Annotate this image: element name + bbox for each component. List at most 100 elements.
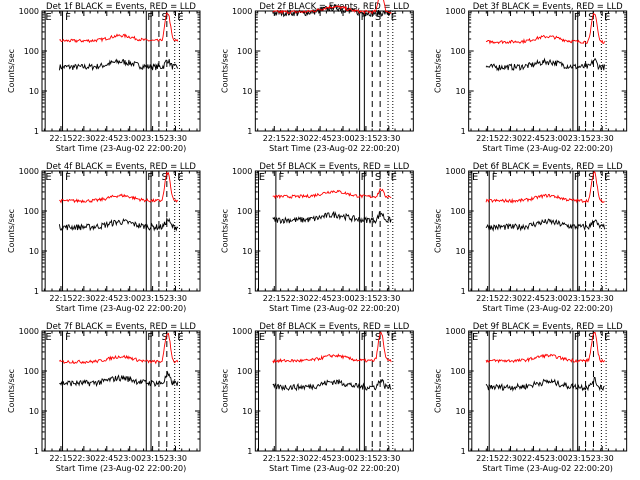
- x-tick-label: 23:15: [354, 294, 377, 303]
- x-tick-label: 23:15: [568, 294, 591, 303]
- event-marker-label: F: [574, 172, 580, 183]
- y-axis-label: Counts/sec: [7, 209, 16, 253]
- x-tick-label: 23:15: [141, 454, 164, 463]
- event-marker-label: E: [259, 332, 265, 343]
- lld-series-line: [59, 332, 179, 365]
- detector-panel-2: Det 2f BLACK = Events, RED = LLD11010010…: [220, 0, 414, 153]
- event-marker-label: S: [162, 172, 168, 183]
- y-tick-label: 100: [450, 207, 465, 216]
- y-tick-label: 10: [455, 87, 465, 96]
- x-tick-label: 23:00: [118, 134, 141, 143]
- panel-title: Det 5f BLACK = Events, RED = LLD: [259, 162, 409, 172]
- lld-series-line: [272, 0, 392, 15]
- y-axis-label: Counts/sec: [220, 209, 229, 253]
- plot-frame: [254, 330, 414, 452]
- detector-panel-9: Det 9f BLACK = Events, RED = LLD 1 10 100 10…: [434, 322, 628, 473]
- y-tick-label: 1000: [232, 7, 252, 16]
- y-tick-label: 100: [24, 47, 39, 56]
- y-tick-label: 100: [237, 207, 252, 216]
- x-axis-label: Start Time (23-Aug-02 22:00:20): [56, 304, 187, 313]
- y-tick-label: 1: [247, 127, 252, 136]
- x-tick-label: 23:30: [164, 454, 187, 463]
- y-tick-label: 1000: [445, 167, 465, 176]
- plot-frame: [41, 330, 201, 452]
- panel-title: Det 1f BLACK = Events, RED = LLD: [46, 2, 196, 12]
- x-tick-label: 22:45: [95, 134, 118, 143]
- lld-series-line: [485, 12, 605, 45]
- event-marker-label: S: [162, 332, 168, 343]
- x-tick-label: 22:45: [309, 454, 332, 463]
- x-tick-label: 22:30: [286, 134, 309, 143]
- event-marker-label: S: [375, 172, 381, 183]
- event-marker-label: F: [278, 172, 284, 183]
- y-axis-label: Counts/sec: [434, 369, 443, 413]
- plot-frame: [254, 10, 414, 132]
- event-marker-label: F: [492, 172, 498, 183]
- x-tick-label: 22:15: [49, 454, 72, 463]
- y-tick-label: 10: [455, 407, 465, 416]
- event-marker-label: E: [391, 172, 397, 183]
- y-tick-label: 1: [247, 447, 252, 456]
- x-tick-label: 22:15: [476, 134, 499, 143]
- x-tick-label: 22:15: [263, 294, 286, 303]
- detector-panel-1: Det 1f BLACK = Events, RED = LLD 1 10 100 10…: [7, 2, 201, 153]
- y-tick-label: 1000: [232, 327, 252, 336]
- event-marker-label: S: [588, 332, 594, 343]
- y-tick-label: 10: [29, 87, 39, 96]
- y-tick-label: 10: [242, 407, 252, 416]
- events-series-line: [485, 376, 605, 392]
- event-marker-label: E: [45, 12, 51, 23]
- x-tick-label: 23:30: [164, 294, 187, 303]
- event-marker-label: S: [588, 12, 594, 23]
- x-axis-label: Start Time (23-Aug-02 22:00:20): [269, 144, 400, 153]
- event-marker-label: E: [177, 332, 183, 343]
- plot-frame: [41, 10, 201, 132]
- x-tick-label: 22:30: [286, 294, 309, 303]
- plot-frame: [254, 170, 414, 292]
- event-marker-label: F: [65, 332, 71, 343]
- x-tick-label: 22:30: [499, 454, 522, 463]
- event-marker-label: S: [588, 172, 594, 183]
- event-marker-label: E: [604, 332, 610, 343]
- x-tick-label: 23:15: [141, 294, 164, 303]
- detector-panel-6: Det 6f BLACK = Events, RED = LLD 1 10 100 10…: [434, 162, 628, 313]
- x-tick-label: 23:30: [377, 134, 400, 143]
- event-marker-label: F: [361, 172, 367, 183]
- x-tick-label: 22:15: [263, 454, 286, 463]
- y-tick-label: 1000: [445, 7, 465, 16]
- y-tick-label: 100: [237, 367, 252, 376]
- event-marker-label: E: [45, 172, 51, 183]
- x-tick-label: 22:15: [49, 294, 72, 303]
- x-axis-label: Start Time (23-Aug-02 22:00:20): [269, 464, 400, 473]
- x-tick-label: 23:30: [591, 294, 614, 303]
- x-tick-label: 22:30: [499, 294, 522, 303]
- event-marker-label: E: [177, 12, 183, 23]
- y-tick-label: 1: [461, 127, 466, 136]
- x-tick-label: 23:30: [591, 454, 614, 463]
- y-tick-label: 1: [34, 287, 39, 296]
- detector-panel-4: Det 4f BLACK = Events, RED = LLD 1 10 100 10…: [7, 162, 201, 313]
- event-marker-label: E: [604, 12, 610, 23]
- x-axis-label: Start Time (23-Aug-02 22:00:20): [56, 144, 187, 153]
- x-tick-label: 23:15: [568, 454, 591, 463]
- events-series-line: [272, 378, 392, 392]
- x-tick-label: 22:30: [72, 454, 95, 463]
- plot-frame: [468, 170, 628, 292]
- event-marker-label: S: [375, 332, 381, 343]
- y-tick-label: 1: [247, 287, 252, 296]
- event-marker-label: F: [147, 12, 153, 23]
- event-marker-label: E: [391, 12, 397, 23]
- y-tick-label: 100: [237, 47, 252, 56]
- x-tick-label: 23:00: [118, 454, 141, 463]
- lld-series-line: [272, 331, 392, 364]
- y-tick-label: 1000: [19, 7, 39, 16]
- x-tick-label: 22:30: [499, 134, 522, 143]
- event-marker-label: F: [574, 12, 580, 23]
- y-tick-label: 100: [450, 47, 465, 56]
- event-marker-label: F: [361, 332, 367, 343]
- plot-frame: [468, 10, 628, 132]
- x-tick-label: 22:45: [522, 294, 545, 303]
- y-tick-label: 10: [29, 407, 39, 416]
- event-marker-label: F: [278, 332, 284, 343]
